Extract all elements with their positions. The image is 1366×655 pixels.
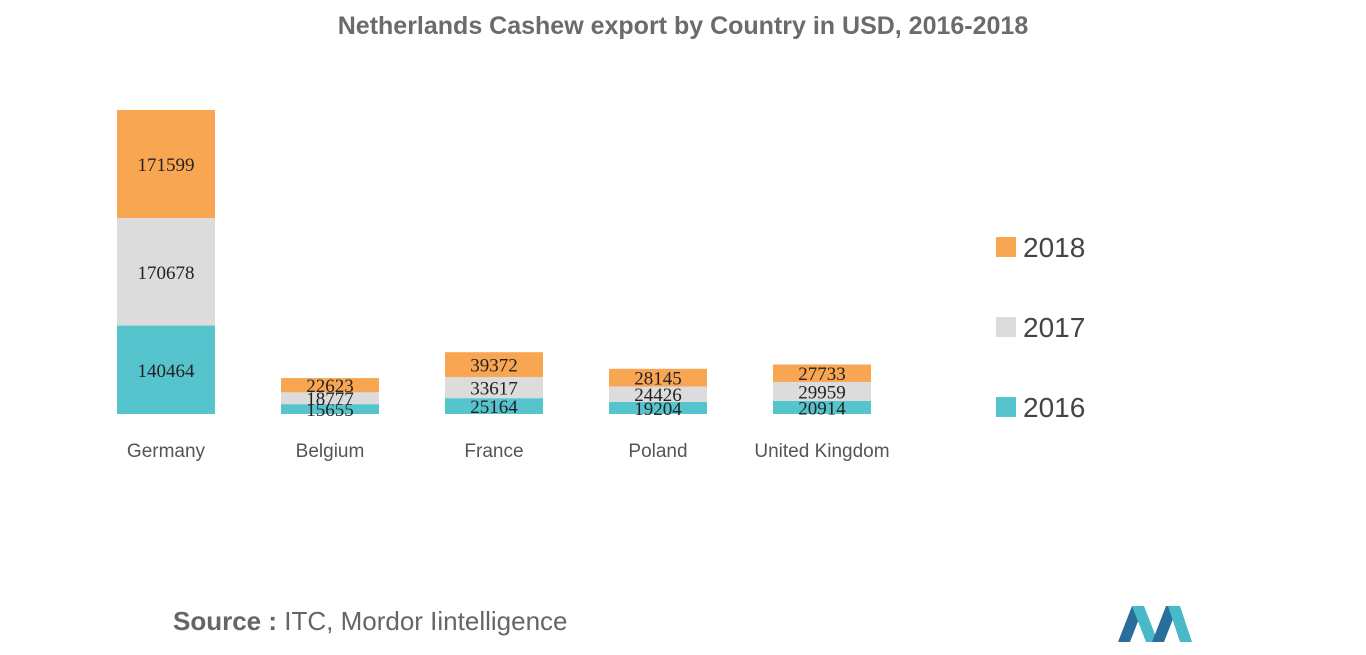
bar-segment-france-2018 [445, 352, 543, 377]
data-label: 171599 [138, 155, 195, 176]
data-label: 24426 [634, 385, 682, 406]
category-label: France [464, 441, 523, 462]
bar-segment-germany-2016 [117, 325, 215, 414]
data-label: 25164 [470, 397, 518, 418]
category-label: Germany [127, 441, 206, 462]
bar-segment-germany-2018 [117, 110, 215, 219]
data-label: 170678 [138, 263, 195, 284]
bar-segment-poland-2017 [609, 386, 707, 402]
data-label: 39372 [470, 356, 518, 377]
data-label: 20914 [798, 398, 846, 419]
data-label: 33617 [470, 379, 518, 400]
bar-segment-belgium-2018 [281, 378, 379, 393]
bar-segment-belgium-2016 [281, 404, 379, 414]
legend-label-2017: 2017 [1023, 312, 1085, 343]
stacked-bar-chart: 140464 170678 171599 Germany 156551877722623… [117, 110, 1085, 462]
legend-label-2016: 2016 [1023, 392, 1085, 423]
bar-segment-poland-2016 [609, 401, 707, 414]
legend: 2018 2017 2016 [996, 232, 1085, 423]
source-note: Source : ITC, Mordor Iintelligence [173, 606, 568, 637]
legend-swatch-2016 [996, 397, 1016, 417]
bar-segment-france-2016 [445, 398, 543, 414]
category-label: Belgium [296, 441, 365, 462]
source-label: Source : [173, 606, 278, 636]
bar-segment-united-kingdom-2018 [773, 364, 871, 382]
legend-label-2018: 2018 [1023, 232, 1085, 263]
bars-group: 140464 170678 171599 Germany 156551877722623… [117, 110, 890, 462]
category-label: United Kingdom [754, 441, 889, 462]
category-label: Poland [628, 441, 687, 462]
data-label: 18777 [306, 389, 354, 410]
data-label: 140464 [138, 361, 196, 382]
bar-segment-france-2017 [445, 376, 543, 399]
chart-title: Netherlands Cashew export by Country in … [337, 12, 1029, 40]
bar-segment-poland-2018 [609, 368, 707, 387]
bar-segment-germany-2017 [117, 218, 215, 326]
data-label: 28145 [634, 369, 682, 390]
bar-segment-belgium-2017 [281, 392, 379, 405]
bar-segment-united-kingdom-2017 [773, 381, 871, 401]
legend-swatch-2017 [996, 317, 1016, 337]
bar-segment-united-kingdom-2016 [773, 400, 871, 414]
data-label: 29959 [798, 382, 846, 403]
data-label: 22623 [306, 376, 354, 397]
data-label: 19204 [634, 399, 682, 420]
data-label: 15655 [306, 400, 354, 421]
legend-swatch-2018 [996, 237, 1016, 257]
data-label: 27733 [798, 364, 846, 385]
mordor-logo-icon [1118, 606, 1192, 642]
source-text: ITC, Mordor Iintelligence [284, 606, 568, 636]
